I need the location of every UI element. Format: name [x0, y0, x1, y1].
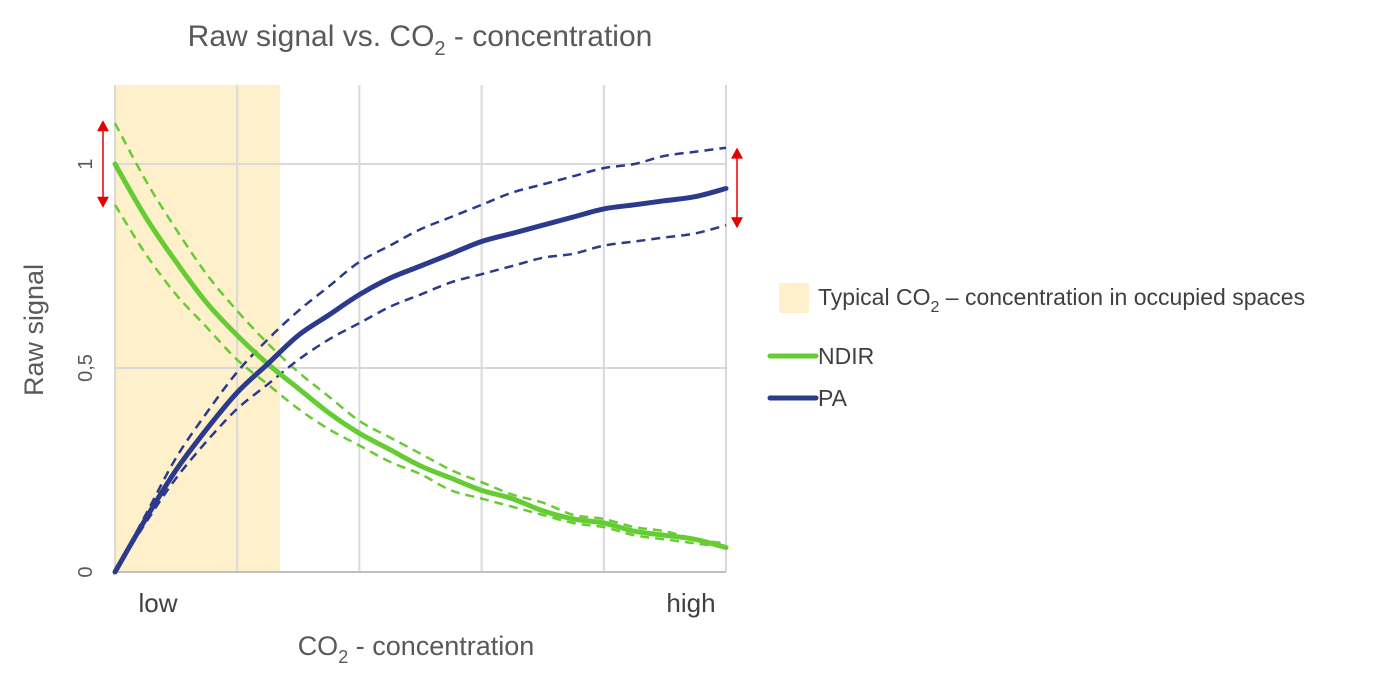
ndir-lower-bound-line — [113, 204, 727, 549]
arrow-head-down — [97, 196, 109, 208]
legend-band-rest: – concentration in occupied spaces — [939, 284, 1305, 310]
y-tick-label-1: 1 — [75, 158, 97, 169]
arrow-head-down — [731, 217, 743, 229]
chart-title: Raw signal vs. CO2 - concentration — [188, 20, 653, 60]
variation-arrows — [97, 120, 743, 229]
y-tick-label-0-5: 0,5 — [75, 354, 97, 382]
x-label-subscript: 2 — [338, 647, 348, 667]
title-rest: - concentration — [446, 20, 653, 53]
typical-concentration-band — [115, 85, 280, 572]
series-layer — [112, 122, 729, 575]
arrow-head-up — [97, 120, 109, 132]
pa-series-line — [112, 186, 729, 575]
pa-lower-bound-line — [113, 223, 727, 573]
y-axis-label: Raw signal — [19, 264, 49, 396]
legend-label-band: Typical CO2 – concentration in occupied … — [818, 284, 1305, 316]
legend-label-ndir: NDIR — [818, 343, 874, 369]
x-tick-label-high: high — [666, 588, 715, 618]
arrow-head-up — [731, 147, 743, 159]
legend-label-pa: PA — [818, 385, 848, 411]
legend-swatch-band — [779, 283, 809, 313]
ndir-upper-bound-line — [113, 122, 727, 545]
legend-band-subscript: 2 — [930, 299, 939, 316]
pa-variation-arrow — [731, 147, 743, 229]
y-tick-label-0: 0 — [75, 566, 97, 577]
x-tick-label-low: low — [138, 588, 177, 618]
ndir-variation-arrow — [97, 120, 109, 208]
title-subscript: 2 — [434, 38, 445, 60]
grid-lines — [114, 85, 727, 573]
ndir-series-line — [112, 161, 729, 550]
legend: Typical CO2 – concentration in occupied … — [767, 283, 1305, 411]
x-axis-label: CO2 - concentration — [298, 631, 535, 667]
x-label-rest: - concentration — [348, 631, 534, 661]
pa-upper-bound-line — [113, 146, 727, 573]
